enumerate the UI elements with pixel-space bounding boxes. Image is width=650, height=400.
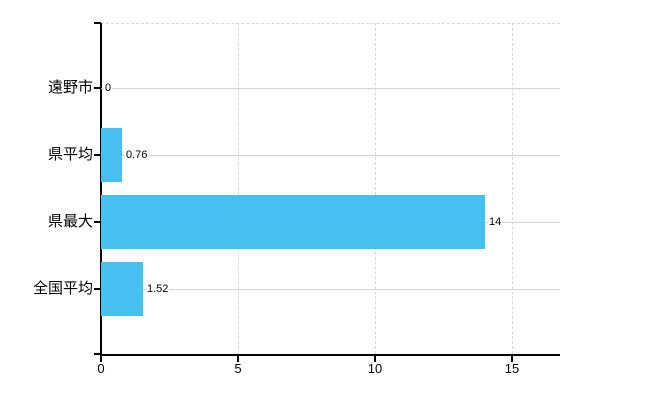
bar (101, 128, 122, 182)
h-gridline (101, 155, 560, 156)
x-tick-label: 0 (97, 361, 105, 376)
value-label: 0 (104, 81, 113, 95)
x-tick-label: 5 (234, 361, 242, 376)
x-tick-label: 10 (367, 361, 383, 376)
x-axis-line (101, 354, 560, 356)
x-axis-tick (374, 356, 376, 362)
value-label: 1.52 (146, 282, 170, 296)
y-axis-tick (94, 87, 101, 89)
value-label: 0.76 (125, 148, 149, 162)
x-tick-label: 15 (504, 361, 520, 376)
y-axis-line (100, 23, 102, 356)
v-gridline (512, 23, 513, 354)
y-axis-tick (94, 353, 101, 355)
category-label: 県平均 (47, 146, 93, 163)
bar (101, 262, 143, 316)
bar (101, 195, 485, 249)
h-gridline (101, 88, 560, 89)
plot-top-border (101, 23, 560, 24)
v-gridline (375, 23, 376, 354)
category-label: 遠野市 (47, 79, 93, 96)
category-label: 県最大 (47, 213, 93, 230)
v-gridline (238, 23, 239, 354)
x-axis-tick (237, 356, 239, 362)
h-gridline (101, 289, 560, 290)
y-axis-tick (94, 22, 101, 24)
y-axis-tick (94, 154, 101, 156)
plot-area: 0 0.76 14 1.52 (101, 23, 560, 354)
value-label: 14 (488, 215, 503, 229)
y-axis-tick (94, 221, 101, 223)
x-axis-tick (100, 356, 102, 362)
category-label: 全国平均 (32, 280, 93, 297)
x-axis-tick (511, 356, 513, 362)
y-axis-tick (94, 288, 101, 290)
